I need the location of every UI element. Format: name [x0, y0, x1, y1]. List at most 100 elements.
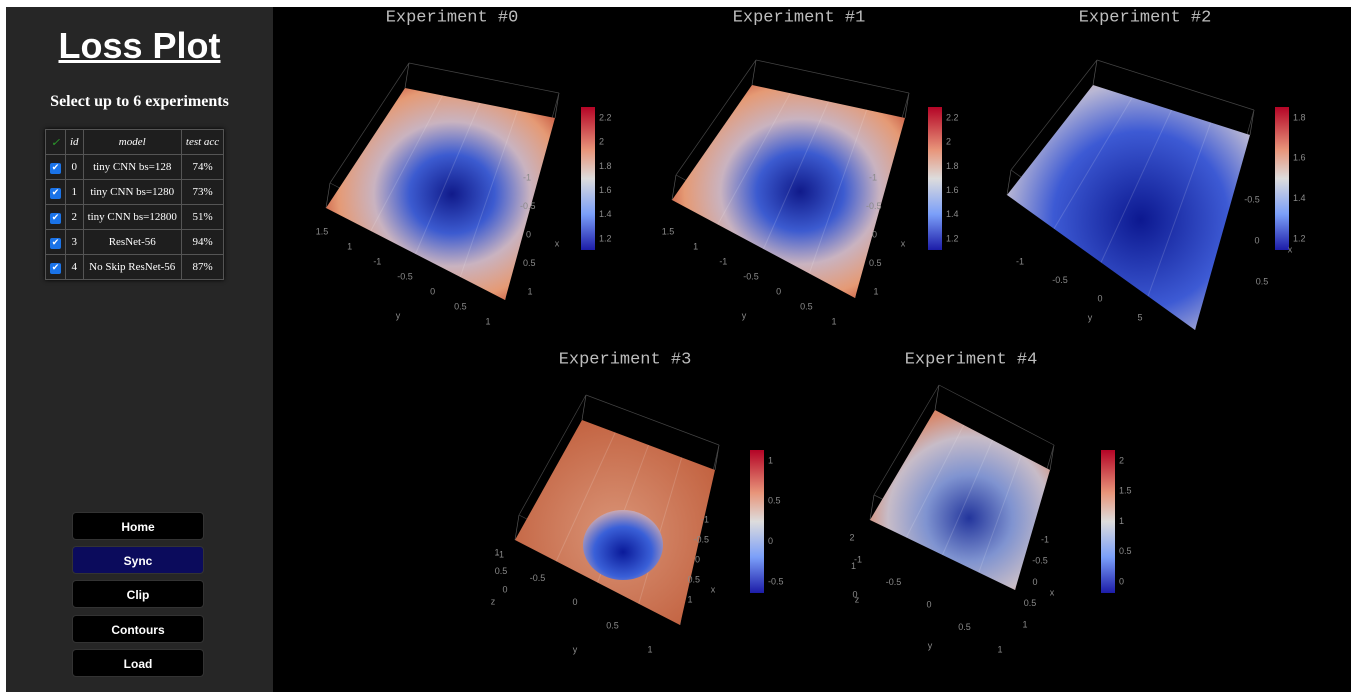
surface-grid [1100, 109, 1172, 263]
id-cell: 3 [65, 229, 84, 255]
table-row: ✔ 3 ResNet-56 94% [45, 229, 225, 255]
colorbar-tick: 2.2 [946, 112, 959, 122]
plot-title: Experiment #2 [1079, 8, 1212, 27]
checkbox-cell: ✔ [45, 204, 66, 230]
x-tick-label: -0.5 [520, 201, 536, 211]
y-tick-label: -1 [496, 549, 504, 559]
box-edge [873, 384, 940, 496]
box-edge [1092, 59, 1098, 86]
colorbar-tick: 1 [768, 455, 773, 465]
surface-grid [1053, 97, 1133, 230]
y-tick-label: 0 [1097, 294, 1102, 304]
experiment-table: ✓ id model test acc ✔ 0 tiny CNN bs=128 74% ✔ 1 ti… [45, 129, 225, 280]
colorbar-tick: 1.6 [599, 185, 612, 195]
x-tick-label: -0.5 [1032, 556, 1048, 566]
colorbar-tick: 1.2 [1293, 233, 1306, 243]
checkbox[interactable]: ✔ [50, 162, 61, 174]
y-tick-label: 1 [485, 316, 490, 326]
plot-title: Experiment #3 [559, 350, 692, 369]
column-header: model [82, 129, 182, 155]
checkbox[interactable]: ✔ [50, 187, 61, 199]
x-tick-label: 0.5 [1256, 276, 1269, 286]
plot-title: Experiment #0 [386, 8, 519, 27]
column-header: id [65, 129, 84, 155]
box-edge [869, 494, 875, 521]
y-tick-label: 0.5 [800, 301, 813, 311]
acc-cell: 74% [180, 154, 225, 180]
y-tick-label: 0 [926, 599, 931, 609]
surface-well [583, 510, 663, 580]
checkbox[interactable]: ✔ [50, 262, 61, 274]
header-row: ✓ id model test acc [45, 129, 225, 155]
x-tick-label: -1 [1041, 534, 1049, 544]
x-axis-label: x [1288, 244, 1293, 254]
y-tick-label: -1 [719, 256, 727, 266]
z-tick-label: 0 [852, 589, 857, 599]
colorbar [1101, 450, 1115, 593]
colorbar-tick: 1.2 [946, 233, 959, 243]
surface-grid [978, 454, 1022, 573]
surface-grid [763, 101, 829, 250]
table-row: ✔ 2 tiny CNN bs=12800 51% [45, 204, 225, 230]
surface-grid [638, 457, 683, 604]
checkbox[interactable]: ✔ [50, 237, 61, 249]
box-edge [518, 394, 587, 516]
x-tick-label: 0 [872, 229, 877, 239]
box-edge [675, 59, 757, 176]
id-cell: 1 [65, 179, 84, 205]
table-row: ✔ 4 No Skip ResNet-56 87% [45, 254, 225, 280]
colorbar-tick: -0.5 [768, 576, 784, 586]
nav-button[interactable]: Clip [72, 580, 204, 608]
box-edge [904, 92, 910, 119]
box-edge [671, 174, 677, 201]
x-axis-label: x [711, 584, 716, 594]
plot-title: Experiment #4 [905, 350, 1038, 369]
y-tick-label: -1 [854, 554, 862, 564]
id-cell: 0 [65, 154, 84, 180]
nav-button[interactable]: Load [72, 649, 204, 677]
nav-button[interactable]: Home [72, 512, 204, 540]
z-tick-label: 2 [849, 532, 854, 542]
nav-button[interactable]: Contours [72, 615, 204, 643]
colorbar-tick: 0.5 [768, 496, 781, 506]
colorbar-tick: 1.6 [946, 185, 959, 195]
plot-area: Experiment #0 2.2 2 1.8 1.6 1.4 1.2 -1 -0.5 0 0.5 1… [273, 7, 1351, 692]
checkbox-cell: ✔ [45, 254, 66, 280]
app-title: Loss Plot [58, 25, 221, 66]
box-edge [329, 62, 410, 184]
model-cell: tiny CNN bs=1280 [82, 179, 182, 205]
model-cell: No Skip ResNet-56 [82, 254, 182, 280]
y-axis-label: y [928, 640, 933, 650]
y-tick-label: 1 [647, 644, 652, 654]
x-tick-label: -0.5 [693, 534, 709, 544]
z-tick-label: 1 [494, 547, 499, 557]
y-axis-label: y [573, 644, 578, 654]
colorbar-tick: 2 [1119, 455, 1124, 465]
z-axis-label: z [491, 596, 496, 606]
loss-surface [672, 85, 905, 298]
checkbox[interactable]: ✔ [50, 212, 61, 224]
plot-title: Experiment #1 [733, 8, 866, 27]
y-tick-label: -0.5 [886, 577, 902, 587]
x-tick-label: 0 [1032, 577, 1037, 587]
y-axis-label: y [742, 310, 747, 320]
z-tick-label: 0.5 [495, 566, 508, 576]
y-tick-label: 1.5 [316, 226, 329, 236]
nav-button[interactable]: Sync [72, 546, 204, 574]
x-tick-label: 0.5 [1024, 598, 1037, 608]
box-edge [755, 59, 910, 94]
x-tick-label: -0.5 [1244, 194, 1260, 204]
colorbar [750, 450, 764, 593]
column-header: test acc [180, 129, 225, 155]
colorbar-tick: 2.2 [599, 112, 612, 122]
y-tick-label: -0.5 [1052, 275, 1068, 285]
y-tick-label: 5 [1137, 312, 1142, 322]
x-tick-label: -1 [523, 172, 531, 182]
colorbar-tick: 1.5 [1119, 486, 1132, 496]
x-tick-label: 1 [873, 286, 878, 296]
box-edge [934, 384, 940, 411]
box-edge [581, 394, 587, 421]
surface-grid [459, 110, 518, 278]
colorbar-tick: 1.8 [946, 161, 959, 171]
colorbar-tick: 1.4 [946, 209, 959, 219]
